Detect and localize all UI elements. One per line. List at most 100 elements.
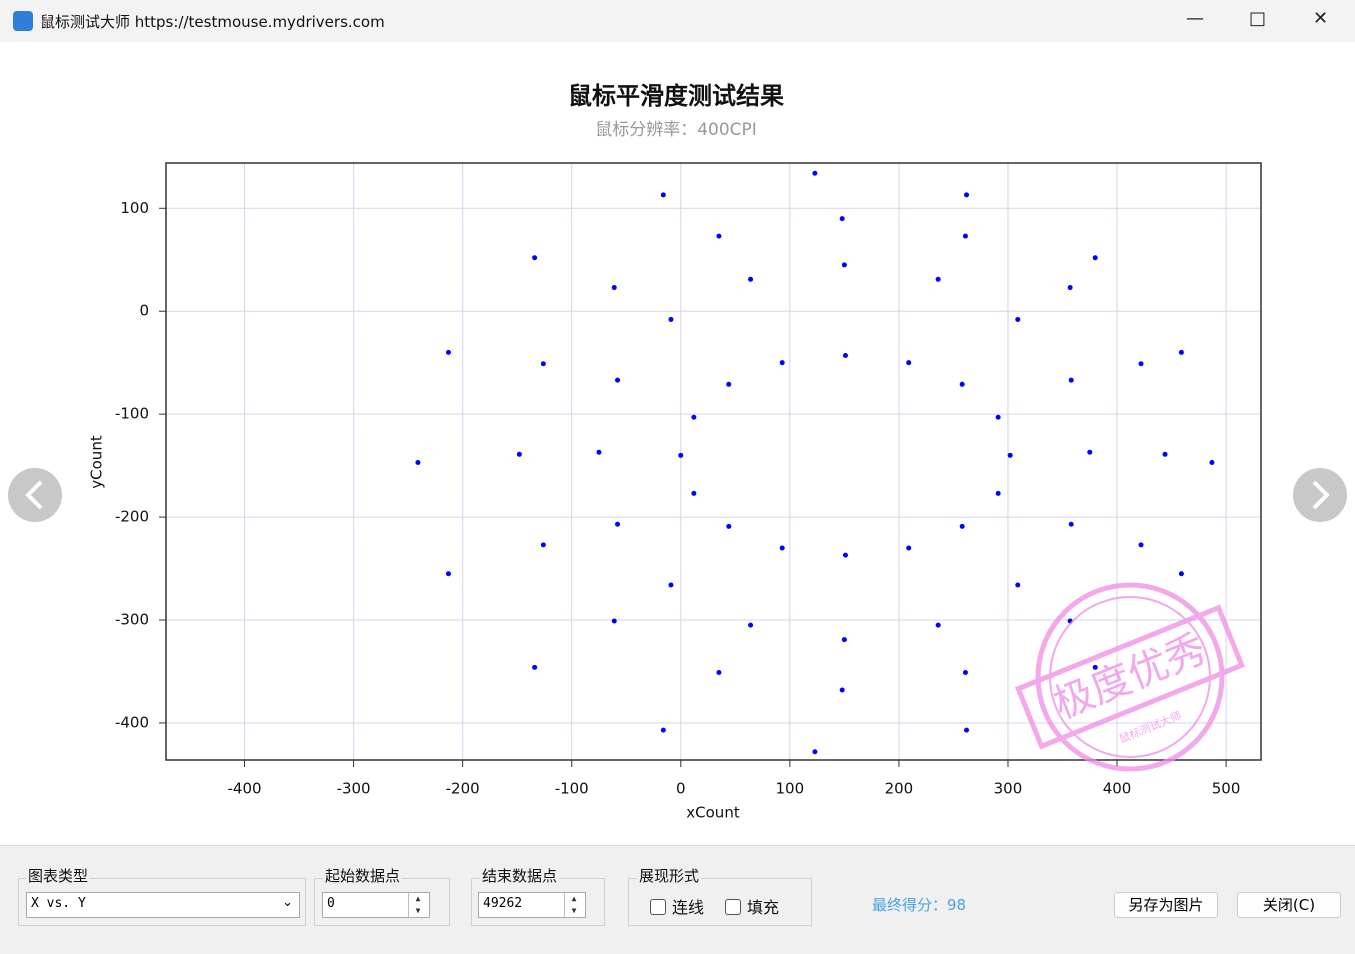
point [716,670,722,676]
point [1209,460,1215,466]
chart-subtitle: 鼠标分辨率：400CPI [595,120,757,140]
point [1138,361,1144,367]
point [445,349,451,355]
point [748,622,754,628]
point [779,545,785,551]
point [445,571,451,577]
prev-arrow[interactable] [8,468,62,522]
spin-buttons[interactable]: ▲ ▼ [564,893,583,917]
end-value: 49262 [483,896,523,911]
chart-type-value: X vs. Y [31,896,86,911]
control-panel: 图表类型 X vs. Y ⌄ 起始数据点 0 ▲ ▼ 结束数据点 49262 ▲ ▼ 展现… [0,845,1355,954]
point [1068,377,1074,383]
fill-option: 填充 [747,898,780,917]
start-input[interactable]: 0 ▲ ▼ [322,892,430,918]
spin-buttons[interactable]: ▲ ▼ [408,893,427,917]
chart-type-group [18,878,306,926]
point [1092,255,1098,261]
point [839,216,845,222]
point [660,192,666,198]
close-window-button[interactable]: ✕ [1313,8,1329,29]
point [540,542,546,548]
point [906,360,912,366]
point [1067,285,1073,291]
display-group [628,878,812,926]
point [1162,451,1168,457]
point [842,352,848,358]
point [668,316,674,322]
dropdown-arrow: ⌄ [282,895,293,910]
next-arrow[interactable] [1293,468,1347,522]
point [962,670,968,676]
point [964,192,970,198]
point [995,490,1001,496]
chart-type-select[interactable]: X vs. Y ⌄ [26,892,300,918]
point [615,377,621,383]
start-value: 0 [327,896,335,911]
point [668,582,674,588]
point [1092,664,1098,670]
y-tick-label: -400 [115,713,149,731]
y-tick-label: -100 [115,405,149,423]
x-tick-label: -400 [228,780,262,798]
x-tick-label: 400 [1103,780,1132,798]
point [959,523,965,529]
point [748,276,754,282]
close-button[interactable]: 关闭(C) [1237,892,1341,918]
point [995,414,1001,420]
save-button[interactable]: 另存为图片 [1114,892,1218,918]
point [779,360,785,366]
maximize-button[interactable]: □ [1249,8,1267,29]
y-tick-label: 0 [139,302,149,320]
point [678,452,684,458]
x-tick-label: 100 [776,780,805,798]
line-checkbox[interactable]: 连线 [650,894,704,918]
point [540,361,546,367]
point [906,545,912,551]
end-input[interactable]: 49262 ▲ ▼ [478,892,586,918]
plot-area [166,163,1261,760]
y-tick-label: -200 [115,508,149,526]
point [812,170,818,176]
point [615,521,621,527]
fill-checkbox[interactable]: 填充 [725,894,779,918]
chart-title: 鼠标平滑度测试结果 [568,82,784,110]
x-tick-label: 200 [885,780,914,798]
point [1068,521,1074,527]
display-label: 展现形式 [637,865,702,886]
start-label: 起始数据点 [323,865,403,886]
x-tick-label: 500 [1212,780,1241,798]
x-tick-label: -200 [446,780,480,798]
y-axis-label: yCount [88,435,106,489]
point [596,449,602,455]
y-tick-label: -300 [115,611,149,629]
point [935,276,941,282]
point [532,255,538,261]
x-tick-label: -300 [337,780,371,798]
minimize-button[interactable]: — [1186,8,1204,29]
point [841,262,847,268]
chart: 鼠标平滑度测试结果 鼠标分辨率：400CPI xCount yCount -40… [8,82,1347,822]
point [691,490,697,496]
point [691,414,697,420]
point [841,637,847,643]
end-label: 结束数据点 [480,865,560,886]
line-option: 连线 [672,898,705,917]
x-axis-label: xCount [686,804,740,822]
point [964,727,970,733]
score: 最终得分：98 [872,896,967,914]
x-tick-label: -100 [555,780,589,798]
x-tick-label: 0 [676,780,686,798]
point [516,451,522,457]
point [726,381,732,387]
point [1015,316,1021,322]
point [959,381,965,387]
point [1138,542,1144,548]
point [716,233,722,239]
title-bar: 鼠标测试大师 https://testmouse.mydrivers.com —… [0,0,1355,42]
point [842,552,848,558]
point [962,233,968,239]
point [1178,349,1184,355]
point [1087,449,1093,455]
point [611,618,617,624]
